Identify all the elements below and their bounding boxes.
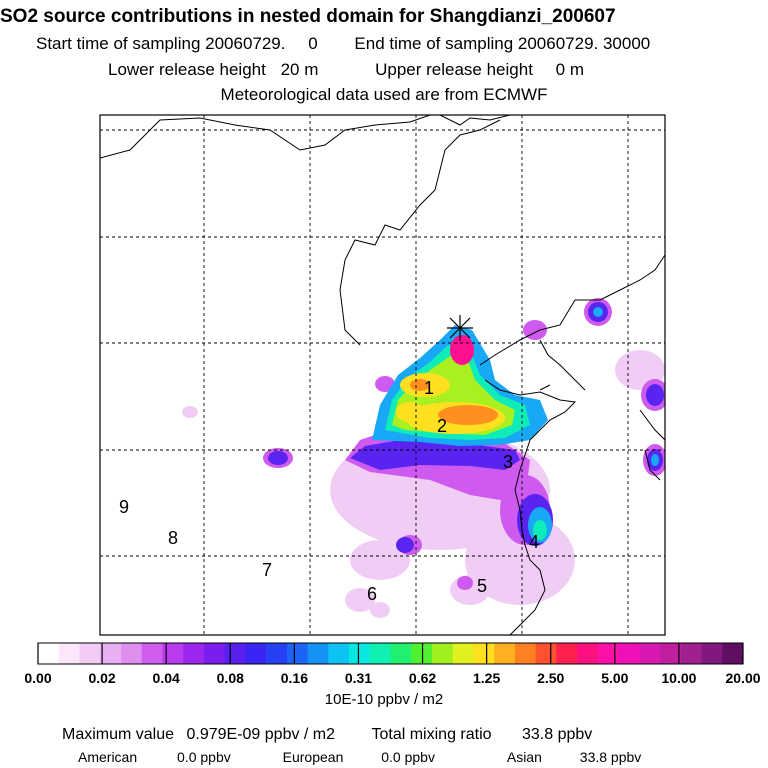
colorbar-tick-label: 2.50 <box>537 670 565 686</box>
region-label: 5 <box>477 576 487 596</box>
receptor-marker-icon <box>447 315 473 341</box>
summary-line: Maximum value 0.979E-09 ppbv / m2 Total … <box>62 726 592 744</box>
start-time: Start time of sampling 20060729. <box>36 34 286 53</box>
colorbar-tick-label: 1.25 <box>473 670 501 686</box>
plot-frame <box>99 114 666 636</box>
region-labels: 1 2 3 4 5 6 7 8 9 <box>119 378 539 604</box>
colorbar-swatch <box>473 643 495 664</box>
colorbar-swatch <box>38 643 60 664</box>
colorbar-swatch <box>349 643 371 664</box>
region-label: 3 <box>503 452 513 472</box>
colorbar-tick-label: 0.00 <box>24 670 52 686</box>
colorbar-tick-label: 0.62 <box>408 670 437 686</box>
colorbar-swatch <box>183 643 205 664</box>
colorbar-swatch <box>618 643 640 664</box>
release-heights: Lower release height 20 m Upper release … <box>108 60 584 80</box>
contribution-asian-name: Asian <box>506 749 542 765</box>
total-mixing-label: Total mixing ratio <box>371 726 492 743</box>
contribution-american-value: 0.0 ppbv <box>177 749 231 765</box>
colorbar-tick-label: 0.08 <box>216 670 244 686</box>
colorbar-tick-label: 0.16 <box>280 670 308 686</box>
colorbar-swatch <box>328 643 350 664</box>
colorbar-tick-label: 0.31 <box>344 670 373 686</box>
region-label: 9 <box>119 497 129 517</box>
colorbar-swatch <box>452 643 474 664</box>
plume-layer <box>182 298 665 618</box>
colorbar-swatch <box>245 643 267 664</box>
coastlines <box>100 115 665 635</box>
contribution-european-value: 0.0 ppbv <box>381 749 435 765</box>
colorbar-swatch <box>307 643 329 664</box>
colorbar-tick-label: 5.00 <box>601 670 629 686</box>
colorbar-swatch <box>722 643 744 664</box>
contribution-american-name: American <box>78 749 138 765</box>
colorbar-swatch <box>58 643 80 664</box>
contribution-asian-value: 33.8 ppbv <box>579 749 642 765</box>
colorbar-swatch <box>639 643 661 664</box>
start-hour: 0 <box>308 34 318 53</box>
colorbar-swatch <box>660 643 682 664</box>
max-value-label: Maximum value <box>62 726 175 743</box>
colorbar-tick-label: 10.00 <box>661 670 697 686</box>
colorbar-swatch <box>535 643 557 664</box>
contribution-line: American 0.0 ppbv European 0.0 ppbv Asia… <box>78 749 641 765</box>
colorbar-swatch <box>224 643 246 664</box>
colorbar-units: 10E-10 ppbv / m2 <box>324 691 444 708</box>
colorbar-swatch <box>556 643 578 664</box>
colorbar-swatch <box>203 643 226 664</box>
lower-release-label: Lower release height <box>108 60 266 79</box>
max-value: 0.979E-09 ppbv / m2 <box>186 726 336 743</box>
chart-title: SO2 source contributions in nested domai… <box>0 6 616 27</box>
colorbar-swatch <box>100 643 122 664</box>
colorbar-swatch <box>431 643 454 664</box>
region-label: 7 <box>262 560 272 580</box>
upper-release-label: Upper release height <box>375 60 533 79</box>
region-label: 6 <box>367 584 377 604</box>
end-time: End time of sampling 20060729. 30000 <box>354 34 651 53</box>
region-label: 1 <box>424 378 434 398</box>
region-label: 4 <box>529 532 539 552</box>
colorbar-swatch <box>390 643 412 664</box>
colorbar <box>37 642 744 665</box>
graticule <box>100 115 665 635</box>
colorbar-swatch <box>141 643 163 664</box>
colorbar-swatch <box>162 643 184 664</box>
colorbar-swatch <box>680 643 703 664</box>
region-label: 2 <box>437 416 447 436</box>
sampling-times: Start time of sampling 20060729. 0 End t… <box>36 34 650 54</box>
colorbar-tick-label: 0.02 <box>88 670 116 686</box>
colorbar-swatch <box>701 643 723 664</box>
colorbar-swatch <box>120 643 143 664</box>
colorbar-swatch <box>577 643 599 664</box>
contribution-european-name: European <box>282 749 344 765</box>
region-label: 8 <box>168 528 178 548</box>
total-mixing-value: 33.8 ppbv <box>521 726 593 743</box>
colorbar-swatch <box>79 643 101 664</box>
colorbar-swatch <box>266 643 288 664</box>
colorbar-swatch <box>597 643 620 664</box>
met-data-note: Meteorological data used are from ECMWF <box>220 85 548 104</box>
colorbar-swatch <box>494 643 516 664</box>
colorbar-swatch <box>411 643 433 664</box>
lower-release-value: 20 m <box>280 60 319 79</box>
colorbar-swatch <box>286 643 309 664</box>
colorbar-swatch <box>369 643 391 664</box>
colorbar-tick-label: 0.04 <box>152 670 180 686</box>
colorbar-tick-label: 20.00 <box>725 670 761 686</box>
colorbar-swatch <box>514 643 537 664</box>
upper-release-value: 0 m <box>555 60 584 79</box>
